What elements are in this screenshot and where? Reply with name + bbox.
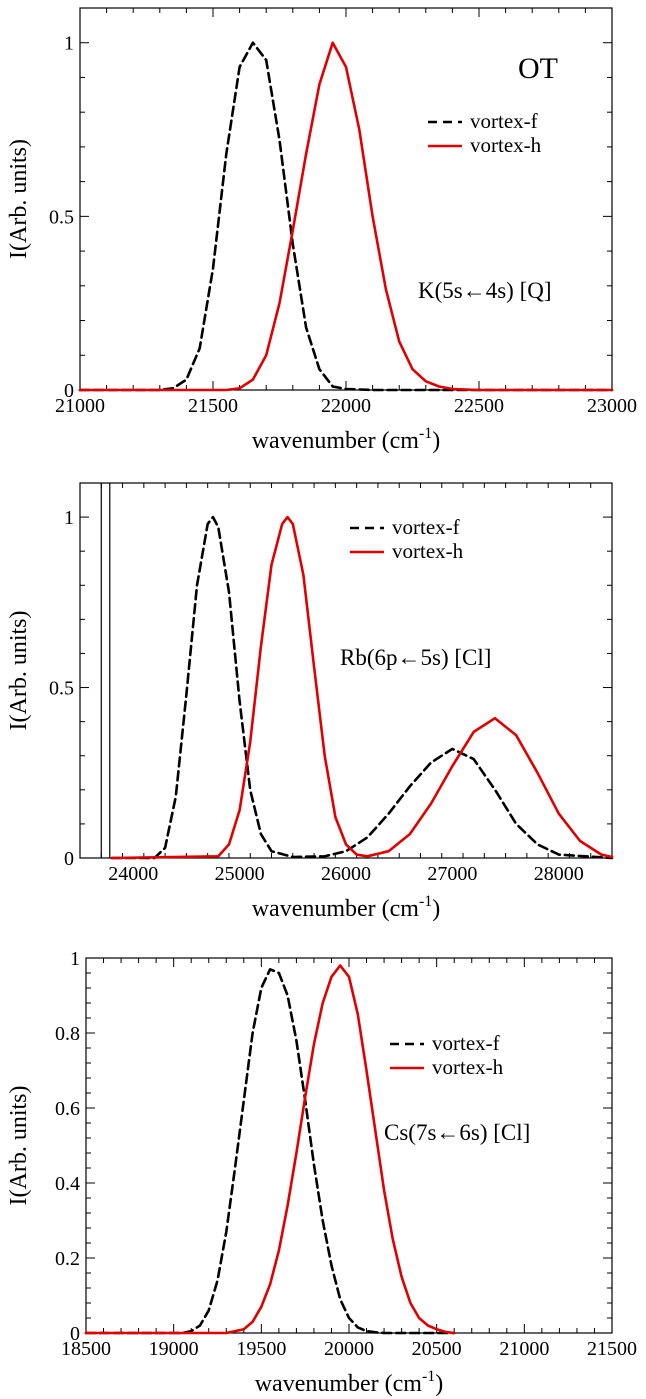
x-axis-title: wavenumber (cm-1) bbox=[252, 425, 441, 454]
x-axis-title: wavenumber (cm-1) bbox=[252, 893, 441, 922]
y-tick-label: 0.8 bbox=[55, 1023, 80, 1045]
x-tick-label: 19500 bbox=[236, 1338, 286, 1360]
x-tick-label: 22000 bbox=[321, 395, 371, 417]
x-tick-label: 22500 bbox=[454, 395, 504, 417]
y-tick-label: 0.5 bbox=[49, 206, 74, 228]
transition-annotation: Cs(7s←6s) [Cl] bbox=[384, 1120, 530, 1145]
series-line-vortex-h bbox=[110, 515, 614, 860]
y-axis-title: I(Arb. units) bbox=[6, 1086, 32, 1206]
x-tick-label: 24000 bbox=[108, 863, 158, 885]
x-tick-label: 28000 bbox=[534, 863, 584, 885]
y-tick-label: 0 bbox=[64, 380, 74, 402]
plot-frame bbox=[79, 482, 613, 859]
y-tick-label: 1 bbox=[70, 948, 80, 970]
legend-label: vortex-h bbox=[432, 1055, 504, 1079]
chart-panel-1: 21000 21500 22000 22500 23000 0 0.5 1 wavenumber… bbox=[6, 7, 637, 454]
y-tick-label: 1 bbox=[64, 507, 74, 529]
transition-annotation: K(5s←4s) [Q] bbox=[418, 278, 552, 303]
x-axis-title: wavenumber (cm-1) bbox=[255, 1368, 444, 1397]
y-tick-label: 0.5 bbox=[49, 678, 74, 700]
x-tick-label: 20500 bbox=[412, 1338, 462, 1360]
legend-label: vortex-h bbox=[392, 539, 464, 563]
y-tick-label: 0.2 bbox=[55, 1248, 80, 1270]
legend-label: vortex-f bbox=[432, 1031, 500, 1055]
method-label: OT bbox=[518, 52, 558, 85]
chart-panel-3: 18500 19000 19500 20000 20500 21000 21500 0 0.2 0… bbox=[6, 948, 637, 1397]
x-tick-label: 26000 bbox=[321, 863, 371, 885]
x-tick-label: 25000 bbox=[215, 863, 265, 885]
x-tick-label: 18500 bbox=[61, 1338, 111, 1360]
x-tick-label: 20000 bbox=[324, 1338, 374, 1360]
y-axis-title: I(Arb. units) bbox=[6, 611, 32, 731]
series-line-vortex-h bbox=[84, 964, 456, 1335]
series-line-vortex-f bbox=[84, 967, 456, 1335]
x-tick-label: 19000 bbox=[149, 1338, 199, 1360]
y-tick-label: 1 bbox=[64, 33, 74, 55]
y-tick-label: 0.6 bbox=[55, 1098, 80, 1120]
x-tick-label: 21500 bbox=[188, 395, 238, 417]
y-axis-title: I(Arb. units) bbox=[6, 139, 32, 259]
series-line-vortex-h bbox=[78, 41, 614, 392]
x-tick-label: 21500 bbox=[587, 1338, 637, 1360]
legend-label: vortex-f bbox=[392, 515, 460, 539]
legend-label: vortex-f bbox=[470, 109, 538, 133]
transition-annotation: Rb(6p←5s) [Cl] bbox=[340, 645, 491, 670]
x-tick-label: 27000 bbox=[427, 863, 477, 885]
legend-label: vortex-h bbox=[470, 133, 542, 157]
y-tick-label: 0 bbox=[70, 1323, 80, 1345]
series-line-vortex-f bbox=[110, 515, 614, 860]
series-line-vortex-f bbox=[78, 41, 614, 392]
x-tick-label: 21000 bbox=[499, 1338, 549, 1360]
chart-panel-2: 24000 25000 26000 27000 28000 0 0.5 1 wavenumber… bbox=[6, 482, 614, 922]
plot-frame bbox=[85, 957, 613, 1334]
x-tick-label: 21000 bbox=[55, 395, 105, 417]
y-tick-label: 0.4 bbox=[55, 1173, 80, 1195]
x-tick-label: 23000 bbox=[587, 395, 637, 417]
y-tick-label: 0 bbox=[64, 848, 74, 870]
